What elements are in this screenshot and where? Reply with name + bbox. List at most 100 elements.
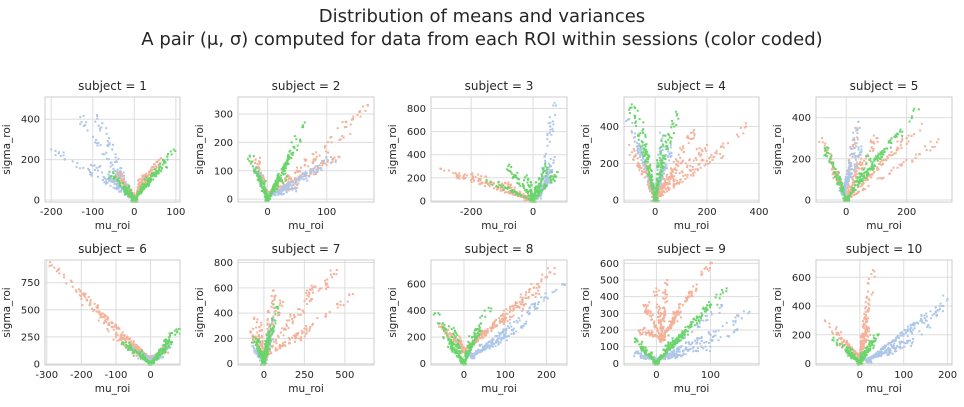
data-point <box>95 306 98 309</box>
data-point <box>137 347 140 350</box>
data-point <box>96 117 99 120</box>
data-point <box>137 349 140 352</box>
data-point <box>855 192 858 195</box>
data-point <box>853 152 856 155</box>
data-point <box>508 185 511 188</box>
data-point <box>847 167 850 170</box>
data-point <box>541 186 544 189</box>
data-point <box>628 106 631 109</box>
data-point <box>485 175 488 178</box>
data-point <box>539 189 542 192</box>
data-point <box>669 143 672 146</box>
data-point <box>299 177 302 180</box>
data-point <box>827 152 830 155</box>
data-point <box>669 176 672 179</box>
x-axis-label: mu_roi <box>288 220 324 232</box>
data-point <box>883 150 886 153</box>
data-point <box>834 173 837 176</box>
data-point <box>853 163 856 166</box>
data-point <box>144 359 147 362</box>
data-point <box>855 173 858 176</box>
data-point <box>135 347 138 350</box>
data-point <box>75 165 78 168</box>
data-point <box>744 122 747 125</box>
data-point <box>258 156 261 159</box>
data-point <box>633 155 636 158</box>
data-point <box>106 316 109 319</box>
data-point <box>668 188 671 191</box>
data-point <box>116 180 119 183</box>
data-point <box>646 160 649 163</box>
data-point <box>83 292 86 295</box>
data-point <box>689 137 692 140</box>
data-point <box>847 169 850 172</box>
data-point <box>660 183 663 186</box>
data-point <box>689 169 692 172</box>
data-point <box>876 159 879 162</box>
data-point <box>845 192 848 195</box>
data-point <box>138 353 141 356</box>
data-point <box>255 171 258 174</box>
data-point <box>854 166 857 169</box>
data-point <box>852 183 855 186</box>
data-point <box>540 173 543 176</box>
data-point <box>124 339 127 342</box>
data-point <box>844 184 847 187</box>
data-point <box>87 295 90 298</box>
data-point <box>700 153 703 156</box>
data-point <box>863 174 866 177</box>
data-point <box>531 192 534 195</box>
data-point <box>259 171 262 174</box>
data-point <box>111 148 114 151</box>
data-point <box>285 191 288 194</box>
data-point <box>641 147 644 150</box>
data-point <box>349 123 352 126</box>
data-point <box>626 118 629 121</box>
data-point <box>258 175 261 178</box>
data-point <box>470 173 473 176</box>
data-point <box>259 179 262 182</box>
data-point <box>275 191 278 194</box>
data-point <box>674 168 677 171</box>
data-point <box>545 181 548 184</box>
data-point <box>937 138 940 141</box>
data-point <box>866 178 869 181</box>
data-point <box>146 357 149 360</box>
data-point <box>54 149 57 152</box>
data-point <box>850 152 853 155</box>
data-point <box>866 171 869 174</box>
data-point <box>526 190 529 193</box>
data-point <box>855 145 858 148</box>
data-point <box>288 156 291 159</box>
data-point <box>639 149 642 152</box>
data-point <box>894 136 897 139</box>
data-point <box>641 151 644 154</box>
data-point <box>858 151 861 154</box>
data-point <box>508 190 511 193</box>
data-point <box>277 193 280 196</box>
data-point <box>719 145 722 148</box>
data-point <box>552 104 555 107</box>
data-point <box>130 347 133 350</box>
data-point <box>115 160 118 163</box>
data-point <box>691 168 694 171</box>
data-point <box>659 176 662 179</box>
data-point <box>686 135 689 138</box>
data-point <box>527 184 530 187</box>
data-point <box>136 186 139 189</box>
data-point <box>662 169 665 172</box>
x-tick-label: -200 <box>460 207 483 218</box>
data-point <box>662 143 665 146</box>
data-point <box>155 165 158 168</box>
data-point <box>860 173 863 176</box>
data-point <box>280 193 283 196</box>
data-point <box>473 179 476 182</box>
data-point <box>690 174 693 177</box>
data-point <box>259 173 262 176</box>
data-point <box>861 167 864 170</box>
data-point <box>114 173 117 176</box>
data-point <box>119 337 122 340</box>
data-point <box>286 183 289 186</box>
data-point <box>708 157 711 160</box>
data-point <box>854 126 857 129</box>
